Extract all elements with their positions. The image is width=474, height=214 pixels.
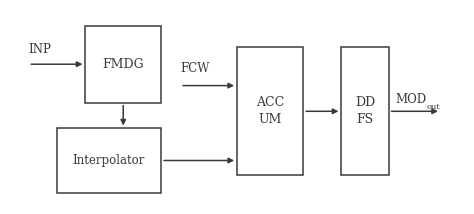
Text: ACC
UM: ACC UM — [256, 96, 284, 126]
Bar — [341, 47, 389, 175]
Text: DD
FS: DD FS — [355, 96, 375, 126]
Text: INP: INP — [28, 43, 51, 56]
Text: FCW: FCW — [180, 62, 210, 75]
Text: MOD: MOD — [396, 93, 427, 106]
Bar — [57, 128, 161, 193]
Text: Interpolator: Interpolator — [73, 154, 145, 167]
Text: FMDG: FMDG — [102, 58, 144, 71]
Bar — [237, 47, 303, 175]
Bar — [85, 26, 161, 103]
Text: out: out — [427, 103, 440, 111]
